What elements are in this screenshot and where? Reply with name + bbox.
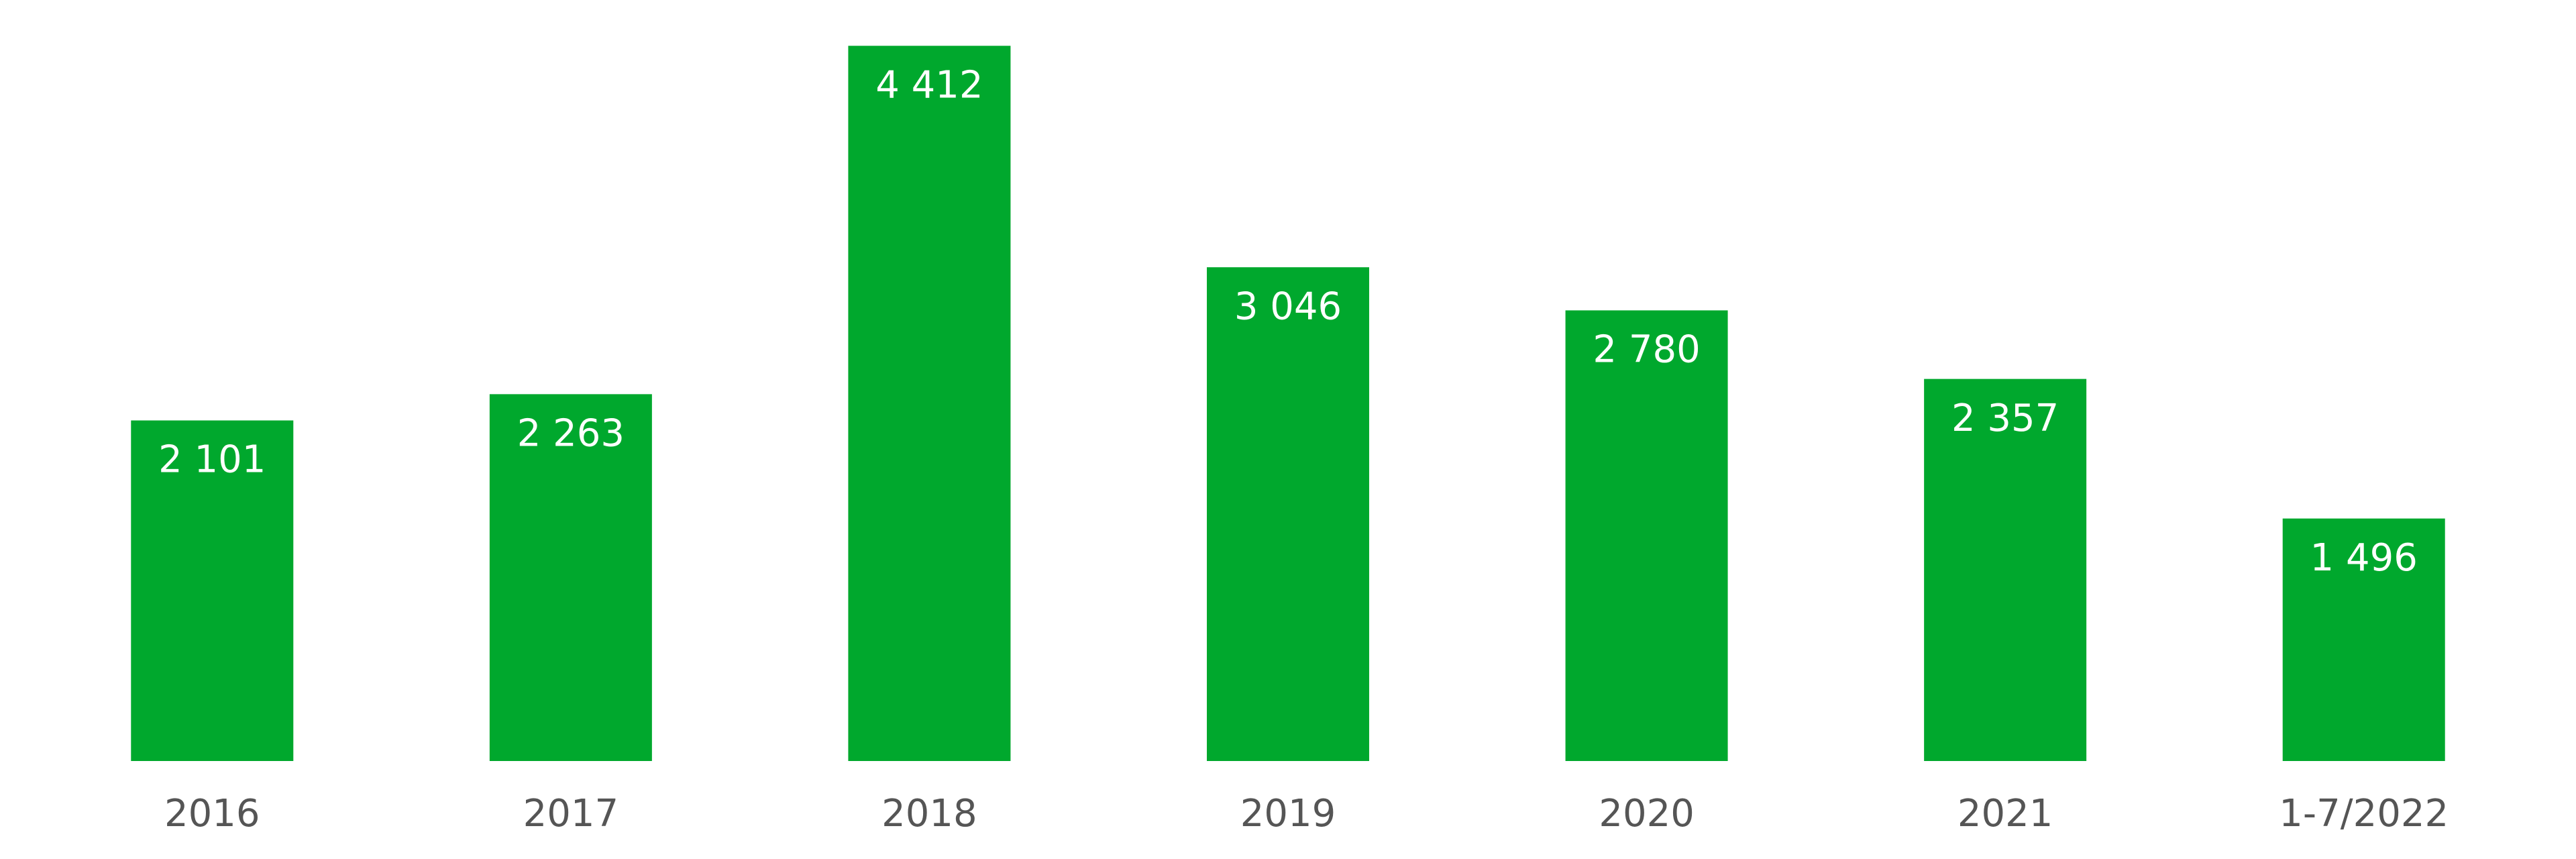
value-label: 2 101	[158, 438, 266, 482]
value-label: 2 780	[1593, 328, 1700, 372]
value-label: 1 496	[2310, 536, 2418, 580]
value-label: 3 046	[1234, 285, 1342, 328]
x-tick-label: 2020	[1599, 792, 1695, 836]
x-tick-label: 2018	[881, 792, 977, 836]
bar	[1565, 310, 1728, 761]
x-tick-label: 2017	[523, 792, 619, 836]
x-tick-label: 2019	[1240, 792, 1336, 836]
value-label: 2 263	[517, 412, 625, 456]
x-tick-label: 1-7/2022	[2279, 792, 2449, 836]
value-label: 2 357	[1951, 397, 2059, 440]
x-tick-label: 2016	[164, 792, 260, 836]
bar	[1924, 378, 2087, 761]
bar	[1207, 267, 1369, 761]
bar	[489, 394, 652, 761]
value-label: 4 412	[875, 63, 983, 107]
bar	[848, 46, 1011, 762]
bar	[2282, 518, 2445, 761]
x-tick-label: 2021	[1957, 792, 2053, 836]
bar	[131, 420, 294, 761]
